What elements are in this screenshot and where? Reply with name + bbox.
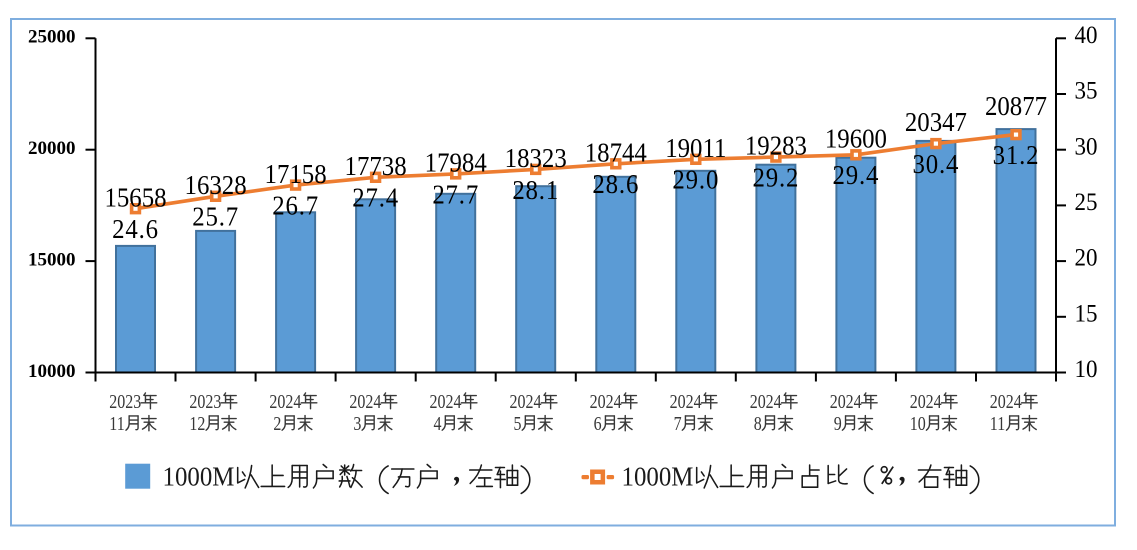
svg-text:17984: 17984: [425, 148, 487, 178]
svg-text:24.6: 24.6: [112, 214, 159, 244]
svg-text:8: 8: [754, 413, 762, 435]
svg-text:17158: 17158: [265, 159, 327, 189]
svg-text:11: 11: [109, 413, 124, 435]
svg-text:25000: 25000: [28, 27, 76, 48]
svg-text:15658: 15658: [104, 183, 166, 213]
svg-text:2024: 2024: [430, 391, 462, 413]
svg-text:5: 5: [514, 413, 522, 435]
svg-text:1000M: 1000M: [622, 461, 694, 491]
svg-text:27.7: 27.7: [432, 179, 479, 209]
svg-text:6: 6: [594, 413, 602, 435]
svg-text:31.2: 31.2: [993, 140, 1040, 170]
svg-text:19600: 19600: [825, 124, 887, 154]
svg-text:15: 15: [1075, 301, 1098, 328]
svg-text:2024: 2024: [830, 391, 862, 413]
svg-text:27.4: 27.4: [352, 183, 399, 213]
svg-text:10000: 10000: [28, 361, 76, 382]
svg-text:26.7: 26.7: [272, 191, 319, 221]
svg-text:35: 35: [1075, 78, 1098, 105]
svg-text:11: 11: [990, 413, 1005, 435]
svg-text:2024: 2024: [590, 391, 622, 413]
svg-text:2024: 2024: [510, 391, 542, 413]
svg-text:1000M: 1000M: [163, 461, 235, 491]
svg-text:2024: 2024: [349, 391, 381, 413]
svg-text:28.1: 28.1: [512, 175, 559, 205]
svg-text:19011: 19011: [665, 133, 726, 163]
svg-text:2024: 2024: [910, 391, 942, 413]
svg-text:29.0: 29.0: [672, 165, 719, 195]
svg-text:25: 25: [1075, 189, 1098, 216]
svg-text:2023: 2023: [109, 391, 141, 413]
svg-text:29.2: 29.2: [753, 163, 800, 193]
svg-text:25.7: 25.7: [192, 202, 239, 232]
svg-text:28.6: 28.6: [592, 169, 639, 199]
svg-text:12: 12: [189, 413, 205, 435]
svg-text:4: 4: [434, 413, 442, 435]
svg-text:19283: 19283: [745, 131, 807, 161]
svg-text:2024: 2024: [750, 391, 782, 413]
svg-text:18744: 18744: [585, 138, 647, 168]
svg-text:10: 10: [1075, 356, 1098, 383]
svg-text:20000: 20000: [28, 138, 76, 159]
svg-text:2: 2: [273, 413, 281, 435]
svg-text:7: 7: [674, 413, 682, 435]
svg-text:2024: 2024: [990, 391, 1022, 413]
svg-text:20: 20: [1075, 245, 1098, 272]
svg-text:2023: 2023: [189, 391, 221, 413]
svg-text:30.4: 30.4: [913, 149, 960, 179]
svg-text:40: 40: [1075, 22, 1098, 49]
svg-text:30: 30: [1075, 133, 1098, 160]
svg-text:2024: 2024: [670, 391, 702, 413]
svg-text:15000: 15000: [28, 250, 76, 271]
svg-text:3: 3: [353, 413, 361, 435]
svg-text:17738: 17738: [345, 151, 407, 181]
svg-text:29.4: 29.4: [833, 160, 880, 190]
svg-text:20347: 20347: [905, 107, 967, 137]
svg-text:2024: 2024: [269, 391, 301, 413]
svg-text:9: 9: [834, 413, 842, 435]
svg-text:20877: 20877: [985, 91, 1047, 121]
svg-text:16328: 16328: [185, 170, 247, 200]
svg-text:18323: 18323: [505, 143, 567, 173]
svg-text:10: 10: [910, 413, 926, 435]
